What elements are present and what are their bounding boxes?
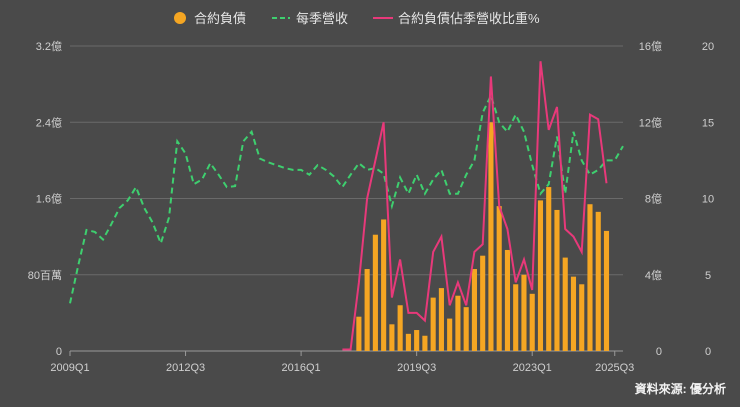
x-tick-label: 2012Q3 xyxy=(166,362,205,374)
liability-bar xyxy=(537,200,544,351)
liability-bar xyxy=(562,257,568,351)
mid-tick-label: 16億 xyxy=(639,40,662,53)
right-tick-label: 10 xyxy=(702,194,714,206)
right-axis: 0 5 10 15 20 xyxy=(702,41,714,358)
liability-bar xyxy=(430,297,436,351)
liability-bar xyxy=(455,295,461,351)
x-tick-label: 2019Q3 xyxy=(397,362,436,374)
mid-axis: 0 4億 8億 12億 16億 xyxy=(639,40,662,358)
right-tick-label: 0 xyxy=(705,346,711,358)
legend-item-liability[interactable]: 合約負債 xyxy=(174,11,246,26)
ratio-line xyxy=(342,61,608,351)
left-tick-label: 2.4億 xyxy=(36,116,62,129)
liability-bar xyxy=(521,274,527,351)
legend: 合約負債 每季營收 合約負債佔季營收比重% xyxy=(174,11,540,26)
liability-bar xyxy=(471,269,477,351)
liability-bar xyxy=(463,307,469,351)
liability-bar xyxy=(504,249,511,351)
liability-bar xyxy=(372,234,378,351)
legend-label-revenue: 每季營收 xyxy=(296,11,348,26)
liability-bar xyxy=(438,288,444,351)
right-tick-label: 15 xyxy=(702,117,714,129)
liability-bar xyxy=(603,230,610,351)
liability-bar xyxy=(587,204,593,351)
liability-bar xyxy=(595,211,601,351)
legend-marker-liability xyxy=(174,12,186,24)
right-tick-label: 20 xyxy=(702,41,714,53)
left-tick-label: 3.2億 xyxy=(36,40,62,53)
liability-bar xyxy=(579,284,585,351)
left-tick-label: 80百萬 xyxy=(28,269,62,282)
liability-bar xyxy=(546,187,552,351)
x-tick-label: 2016Q1 xyxy=(282,362,321,374)
liability-bar xyxy=(480,255,486,351)
liability-bar xyxy=(397,305,403,351)
x-tick-label: 2023Q1 xyxy=(513,362,552,374)
liability-bar xyxy=(364,269,370,351)
left-tick-label: 1.6億 xyxy=(36,193,62,206)
x-tick-label: 2009Q1 xyxy=(50,362,89,374)
liability-bar xyxy=(570,276,577,351)
left-axis: 0 80百萬 1.6億 2.4億 3.2億 xyxy=(28,40,62,358)
liability-bar xyxy=(554,209,560,351)
liability-bar xyxy=(488,122,494,351)
source-label: 資料來源: 優分析 xyxy=(635,381,726,396)
liability-bar xyxy=(405,333,411,351)
liability-bar xyxy=(513,284,519,351)
liability-bar xyxy=(447,318,453,351)
mid-tick-label: 8億 xyxy=(645,193,662,206)
liability-bar xyxy=(356,316,362,351)
left-tick-label: 0 xyxy=(56,346,62,358)
revenue-line xyxy=(69,92,624,304)
mid-tick-label: 4億 xyxy=(645,269,662,282)
x-tick-label: 2025Q3 xyxy=(595,362,634,374)
x-axis: 2009Q1 2012Q3 2016Q1 2019Q3 2023Q1 2025Q3 xyxy=(50,350,634,374)
liability-bar xyxy=(414,330,420,351)
legend-label-ratio: 合約負債佔季營收比重% xyxy=(398,11,540,26)
legend-item-ratio[interactable]: 合約負債佔季營收比重% xyxy=(373,11,540,26)
mid-tick-label: 0 xyxy=(656,346,662,358)
mid-tick-label: 12億 xyxy=(639,116,662,129)
liability-bar xyxy=(529,293,535,351)
legend-label-liability: 合約負債 xyxy=(194,11,246,26)
liability-bar xyxy=(389,324,395,351)
liability-bar xyxy=(381,219,387,351)
liability-bars xyxy=(356,122,610,351)
legend-item-revenue[interactable]: 每季營收 xyxy=(272,11,348,26)
liability-bar xyxy=(422,335,428,351)
liability-bar xyxy=(496,206,502,351)
right-tick-label: 5 xyxy=(705,270,711,282)
